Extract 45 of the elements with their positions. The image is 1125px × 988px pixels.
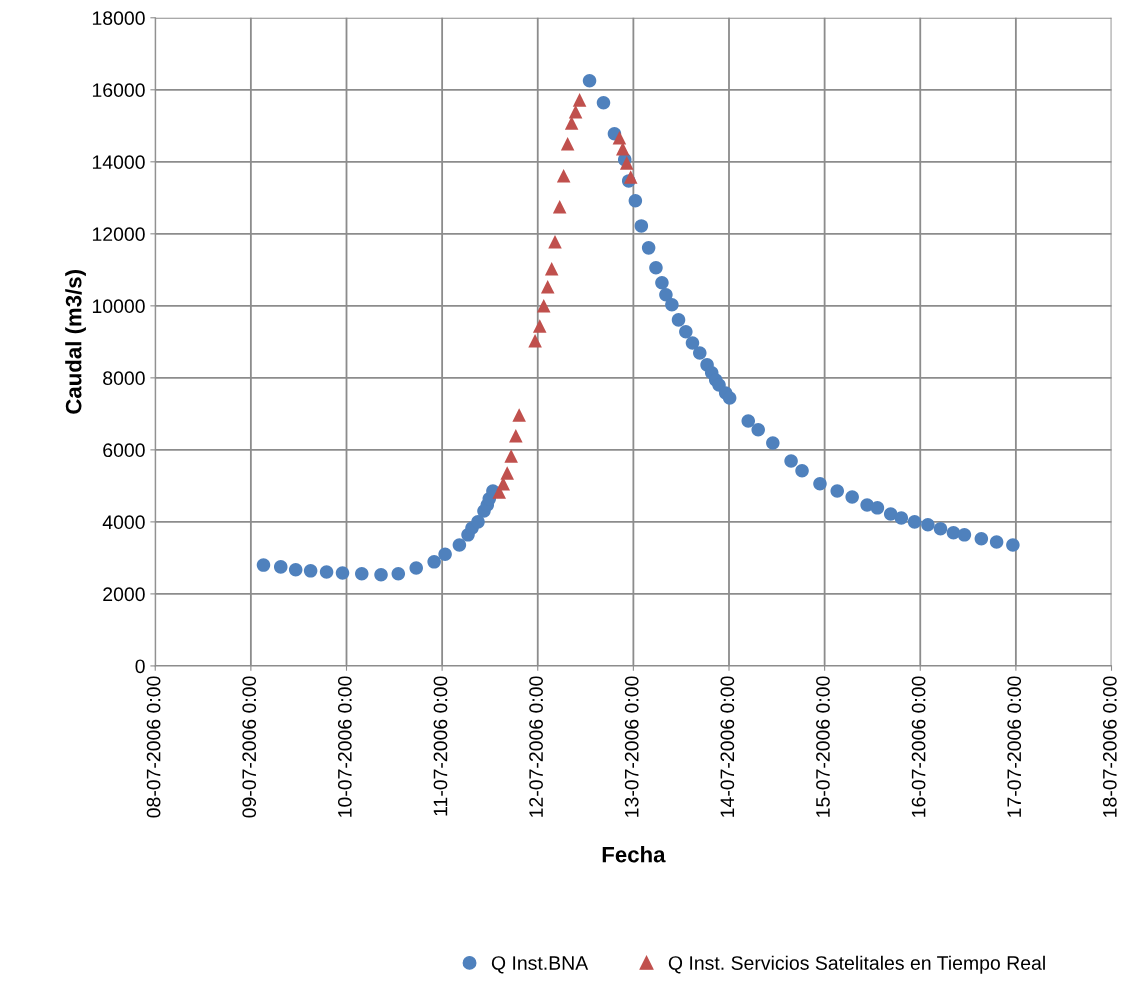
x-axis-title: Fecha (602, 846, 666, 863)
point (512, 408, 526, 422)
point (615, 142, 630, 156)
point (540, 279, 555, 294)
point (556, 169, 571, 183)
point (504, 449, 518, 463)
y-tick-label: 14000 (92, 155, 145, 170)
y-tick-label: 18000 (92, 11, 145, 26)
point (619, 156, 634, 170)
point (528, 334, 542, 348)
x-tick-label: 15-07-2006 0:00 (816, 676, 830, 817)
x-tick-label: 14-07-2006 0:00 (720, 676, 735, 817)
y-tick-label: 10000 (92, 299, 145, 314)
y-tick-label: 0 (135, 659, 145, 674)
point (552, 200, 567, 214)
y-axis-title: Caudal (m3/s) (65, 270, 86, 414)
x-tick-label: 17-07-2006 0:00 (1007, 676, 1022, 817)
x-tick-label: 18-07-2006 0:00 (1102, 676, 1117, 817)
x-tick-label: 08-07-2006 0:00 (146, 676, 161, 818)
point (509, 429, 523, 443)
y-tick-label: 12000 (92, 227, 145, 242)
x-tick-label: 12-07-2006 0:00 (529, 676, 543, 817)
y-tick-label: 4000 (102, 515, 145, 530)
x-tick-label: 09-07-2006 0:00 (242, 676, 257, 818)
point (536, 299, 551, 313)
y-tick-label: 16000 (92, 83, 145, 98)
point (568, 104, 583, 119)
point (572, 93, 587, 107)
point (560, 137, 575, 151)
x-tick-label: 13-07-2006 0:00 (624, 676, 639, 817)
point (623, 170, 638, 184)
point (548, 234, 562, 249)
y-tick-label: 2000 (103, 587, 145, 602)
x-tick-label: 11-07-2006 0:00 (433, 676, 448, 816)
point (500, 466, 514, 480)
x-tick-label: 16-07-2006 0:00 (911, 676, 926, 817)
point (544, 261, 559, 276)
point (612, 130, 627, 145)
legend-label: Q Inst.BNA (491, 956, 589, 974)
y-tick-label: 6000 (103, 443, 145, 458)
point (532, 319, 547, 333)
y-tick-label: 8000 (103, 371, 145, 386)
x-tick-label: 10-07-2006 0:00 (337, 676, 352, 817)
point (564, 116, 579, 130)
legend-label: Q Inst. Servicios Satelitales en Tiempo Real (668, 955, 1045, 974)
